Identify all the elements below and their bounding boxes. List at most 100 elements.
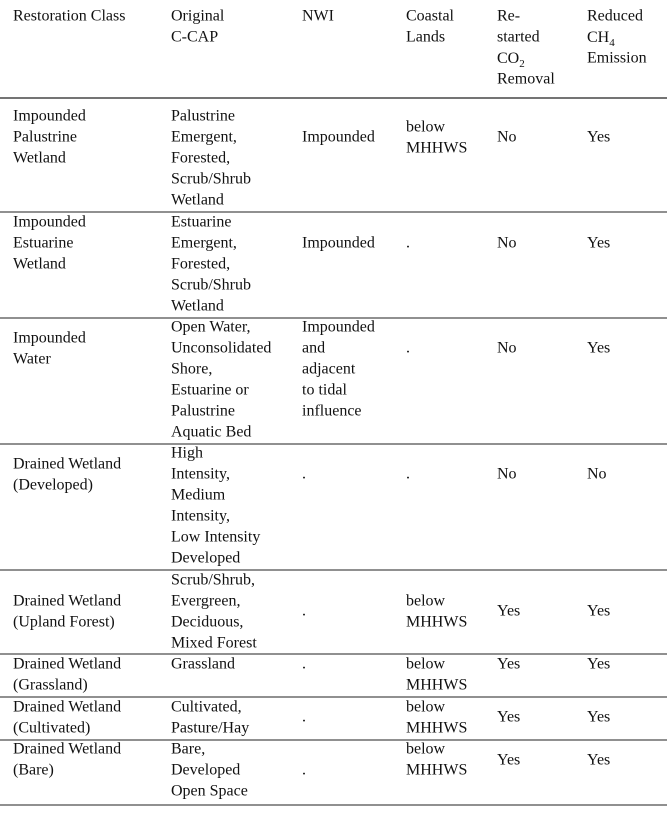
table-cell: Drained Wetland xyxy=(13,456,121,473)
subscript: 2 xyxy=(519,58,525,70)
table-cell: Drained Wetland xyxy=(13,593,121,610)
table-cell: Drained Wetland xyxy=(13,656,121,673)
table-cell: . xyxy=(302,656,306,673)
table-cell: Low Intensity xyxy=(171,529,260,546)
table-cell: Evergreen, xyxy=(171,593,240,610)
header-cell: started xyxy=(497,29,540,46)
table-cell: Yes xyxy=(587,709,610,726)
table-cell: Yes xyxy=(587,340,610,357)
table-cell: (Grassland) xyxy=(13,677,88,694)
header-cell: Coastal xyxy=(406,8,455,25)
header-cell: Restoration Class xyxy=(13,8,125,25)
table-cell: below xyxy=(406,593,446,610)
table-cell: below xyxy=(406,656,446,673)
table-cell: . xyxy=(302,466,306,483)
table-cell: below xyxy=(406,699,446,716)
table-cell: Palustrine xyxy=(171,108,235,125)
table-cell: Wetland xyxy=(13,256,66,273)
table-cell: Forested, xyxy=(171,150,230,167)
table-cell: Deciduous, xyxy=(171,614,243,631)
header-cell: Removal xyxy=(497,71,555,88)
header-cell: Emission xyxy=(587,50,647,67)
table-cell: . xyxy=(302,709,306,726)
table-cell: No xyxy=(587,466,607,483)
table-cell: Yes xyxy=(587,603,610,620)
header-cell: Original xyxy=(171,8,225,25)
table-cell: Yes xyxy=(497,709,520,726)
header-cell: Re- xyxy=(497,8,520,25)
table-cell: Yes xyxy=(497,603,520,620)
table-cell: Wetland xyxy=(171,298,224,315)
table-cell: Water xyxy=(13,351,51,368)
table-cell: MHHWS xyxy=(406,614,467,631)
table-cell: Scrub/Shrub, xyxy=(171,572,255,589)
table-cell: No xyxy=(497,129,517,146)
table-cell: Yes xyxy=(587,129,610,146)
table-cell: Aquatic Bed xyxy=(171,424,251,441)
table-cell: Scrub/Shrub xyxy=(171,277,251,294)
table-cell: Palustrine xyxy=(171,403,235,420)
table-cell: Intensity, xyxy=(171,466,230,483)
header-cell: NWI xyxy=(302,8,334,25)
table-cell: Impounded xyxy=(13,214,86,231)
table-cell: Grassland xyxy=(171,656,235,673)
table-cell: . xyxy=(406,466,410,483)
table-cell: . xyxy=(302,762,306,779)
table-cell: Intensity, xyxy=(171,508,230,525)
table-cell: Yes xyxy=(497,752,520,769)
table-cell: Scrub/Shrub xyxy=(171,171,251,188)
table-cell: Mixed Forest xyxy=(171,635,257,652)
table-cell: Wetland xyxy=(171,192,224,209)
table-cell: Cultivated, xyxy=(171,699,242,716)
table-cell: No xyxy=(497,235,517,252)
table-cell: and xyxy=(302,340,325,357)
table-cell: Emergent, xyxy=(171,129,237,146)
table-cell: to tidal xyxy=(302,382,347,399)
table-cell: Estuarine xyxy=(13,235,73,252)
table-cell: Estuarine xyxy=(171,214,231,231)
table-cell: Impounded xyxy=(302,129,375,146)
table-cell: No xyxy=(497,466,517,483)
table-cell: Impounded xyxy=(302,319,375,336)
table-cell: High xyxy=(171,445,203,462)
table-cell: below xyxy=(406,119,446,136)
table-cell: (Cultivated) xyxy=(13,720,90,737)
text-part: CH xyxy=(587,29,610,46)
text-part: CO xyxy=(497,50,519,67)
table-cell: . xyxy=(406,235,410,252)
table-cell: Drained Wetland xyxy=(13,699,121,716)
table-cell: (Developed) xyxy=(13,477,93,494)
table-cell: Developed xyxy=(171,550,240,567)
table-cell: Palustrine xyxy=(13,129,77,146)
table-cell: Yes xyxy=(587,656,610,673)
table-cell: influence xyxy=(302,403,362,420)
table-cell: MHHWS xyxy=(406,140,467,157)
table-cell: Estuarine or xyxy=(171,382,249,399)
table-cell: MHHWS xyxy=(406,720,467,737)
header-cell: CO2 xyxy=(497,50,525,70)
table-cell: Yes xyxy=(587,235,610,252)
header-cell: C-CAP xyxy=(171,29,218,46)
table-cell: (Bare) xyxy=(13,762,54,779)
table-cell: Drained Wetland xyxy=(13,741,121,758)
table-cell: MHHWS xyxy=(406,677,467,694)
table-cell: below xyxy=(406,741,446,758)
table-cell: Pasture/Hay xyxy=(171,720,249,737)
table-cell: (Upland Forest) xyxy=(13,614,115,631)
table-cell: Forested, xyxy=(171,256,230,273)
table-cell: Developed xyxy=(171,762,240,779)
table-cell: Unconsolidated xyxy=(171,340,271,357)
table-cell: Open Water, xyxy=(171,319,251,336)
table-cell: Medium xyxy=(171,487,226,504)
table-cell: . xyxy=(406,340,410,357)
table-cell: Impounded xyxy=(302,235,375,252)
table-cell: Emergent, xyxy=(171,235,237,252)
subscript: 4 xyxy=(609,37,615,49)
header-cell: Reduced xyxy=(587,8,643,25)
table-cell: adjacent xyxy=(302,361,356,378)
table-cell: Impounded xyxy=(13,330,86,347)
table-cell: Yes xyxy=(497,656,520,673)
table-cell: . xyxy=(302,603,306,620)
table-cell: Wetland xyxy=(13,150,66,167)
